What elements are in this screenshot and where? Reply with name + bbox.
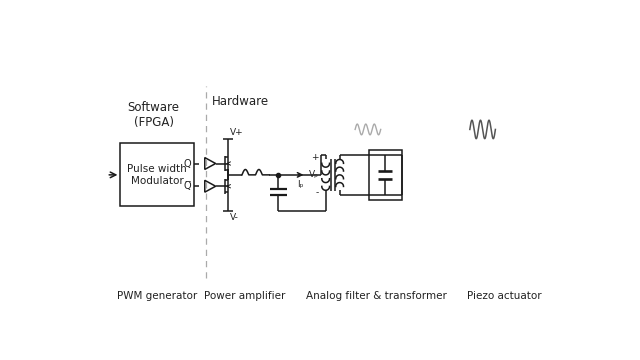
Text: Iₚ: Iₚ xyxy=(298,180,304,189)
Text: Software
(FPGA): Software (FPGA) xyxy=(127,101,180,129)
Text: PWM generator: PWM generator xyxy=(117,291,198,301)
Text: V-: V- xyxy=(230,213,239,222)
Text: Q̅: Q̅ xyxy=(183,181,191,191)
Text: Pulse width
Modulator: Pulse width Modulator xyxy=(127,164,187,186)
Text: Analog filter & transformer: Analog filter & transformer xyxy=(307,291,447,301)
Bar xyxy=(120,143,194,206)
Text: -: - xyxy=(316,188,319,197)
Text: Vₚ: Vₚ xyxy=(308,170,319,179)
Text: V+: V+ xyxy=(230,127,243,136)
Text: Hardware: Hardware xyxy=(212,95,269,108)
Bar xyxy=(369,150,402,199)
Text: Piezo actuator: Piezo actuator xyxy=(467,291,542,301)
Polygon shape xyxy=(205,158,216,170)
Text: Power amplifier: Power amplifier xyxy=(204,291,286,301)
Text: +: + xyxy=(311,153,319,162)
Polygon shape xyxy=(205,180,216,192)
Text: Q: Q xyxy=(183,158,191,168)
